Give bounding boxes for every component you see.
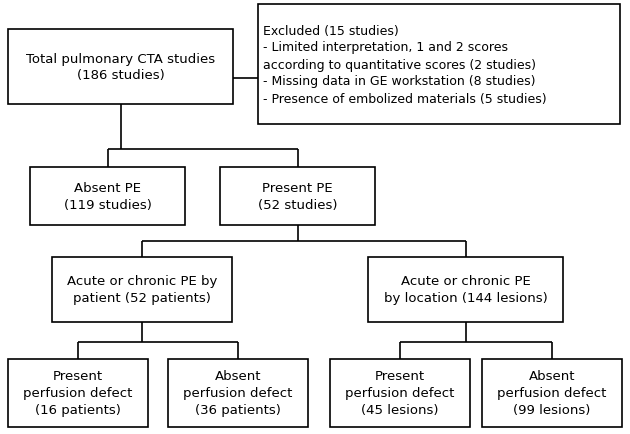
FancyBboxPatch shape [8, 30, 233, 105]
Text: Total pulmonary CTA studies
(186 studies): Total pulmonary CTA studies (186 studies… [26, 53, 215, 82]
Text: Present
perfusion defect
(16 patients): Present perfusion defect (16 patients) [23, 370, 133, 417]
Text: Present
perfusion defect
(45 lesions): Present perfusion defect (45 lesions) [345, 370, 455, 417]
Text: Acute or chronic PE
by location (144 lesions): Acute or chronic PE by location (144 les… [384, 275, 547, 305]
Text: Absent
perfusion defect
(36 patients): Absent perfusion defect (36 patients) [183, 370, 293, 417]
FancyBboxPatch shape [368, 257, 563, 322]
FancyBboxPatch shape [168, 359, 308, 427]
FancyBboxPatch shape [330, 359, 470, 427]
FancyBboxPatch shape [482, 359, 622, 427]
FancyBboxPatch shape [258, 5, 620, 125]
FancyBboxPatch shape [52, 257, 232, 322]
Text: Excluded (15 studies)
- Limited interpretation, 1 and 2 scores
according to quan: Excluded (15 studies) - Limited interpre… [263, 24, 547, 105]
Text: Absent
perfusion defect
(99 lesions): Absent perfusion defect (99 lesions) [497, 370, 607, 417]
Text: Absent PE
(119 studies): Absent PE (119 studies) [64, 181, 151, 211]
FancyBboxPatch shape [220, 168, 375, 226]
Text: Present PE
(52 studies): Present PE (52 studies) [258, 181, 337, 211]
Text: Acute or chronic PE by
patient (52 patients): Acute or chronic PE by patient (52 patie… [67, 275, 217, 305]
FancyBboxPatch shape [30, 168, 185, 226]
FancyBboxPatch shape [8, 359, 148, 427]
